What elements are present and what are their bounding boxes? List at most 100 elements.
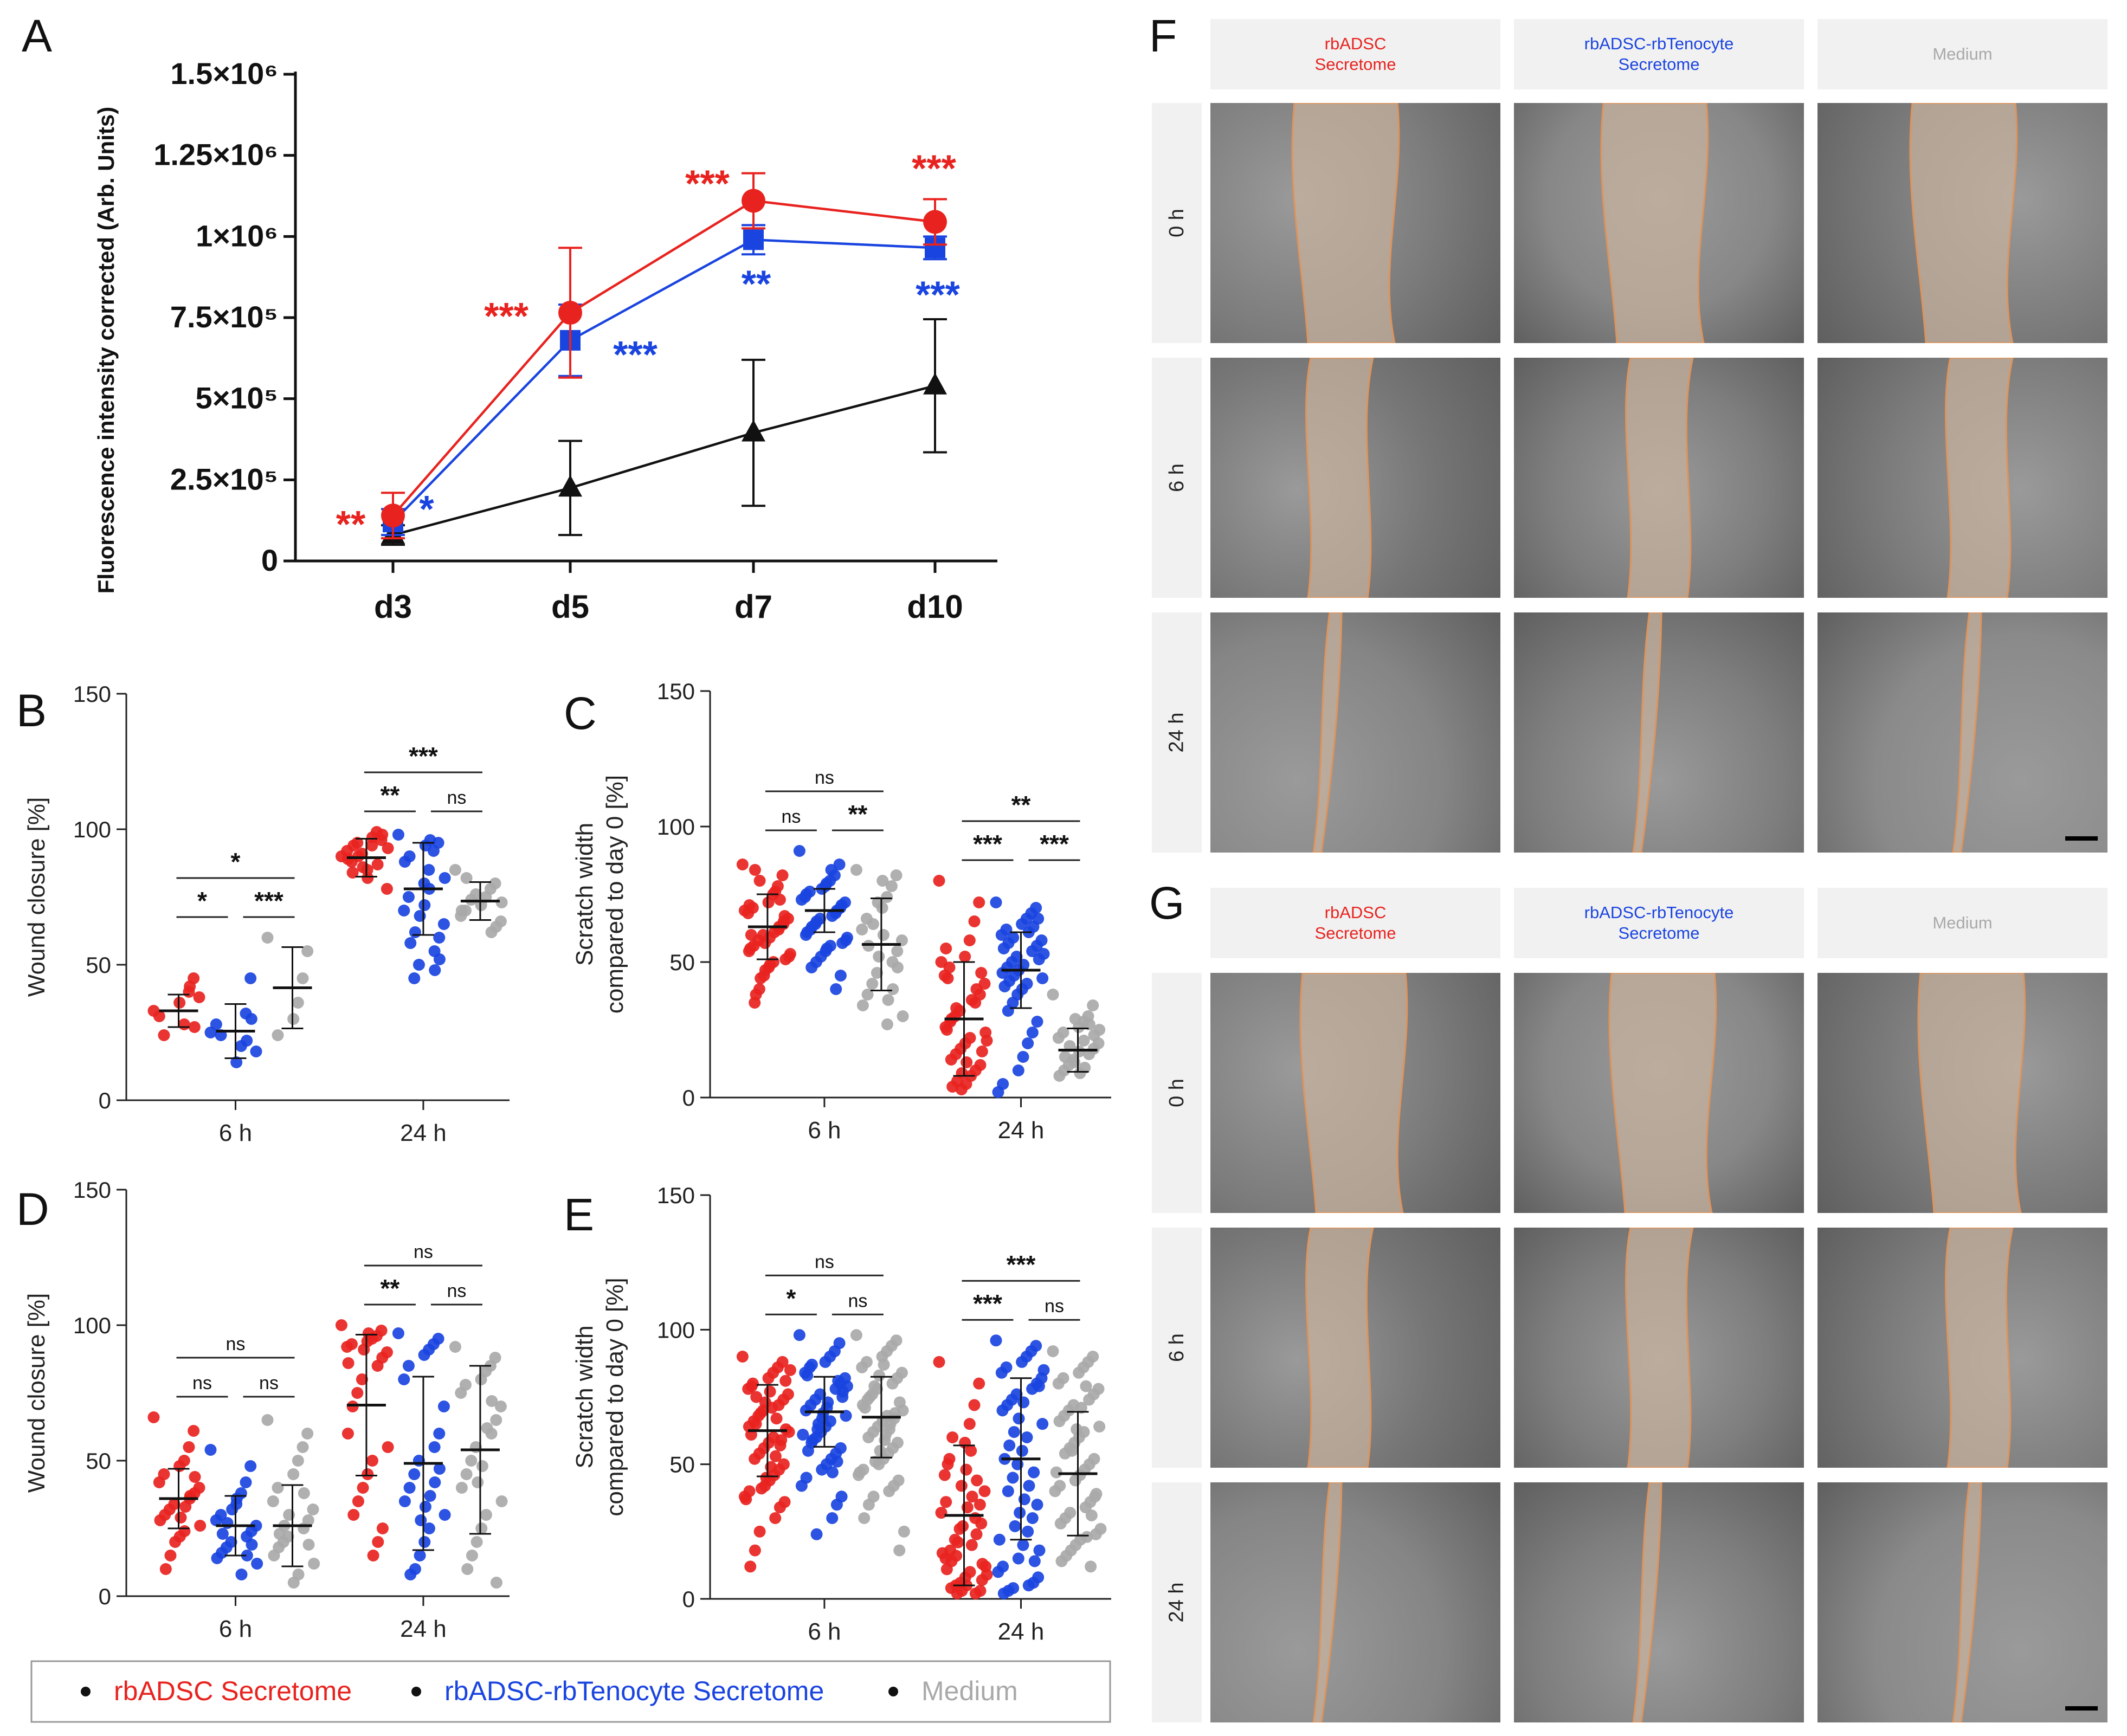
data-point bbox=[1059, 1051, 1071, 1063]
data-point bbox=[419, 840, 431, 851]
data-point bbox=[995, 1366, 1008, 1379]
data-point bbox=[404, 937, 417, 949]
data-point bbox=[805, 1358, 818, 1371]
data-point bbox=[961, 1056, 973, 1068]
y-tick-label: 50 bbox=[86, 1448, 111, 1474]
data-point bbox=[877, 929, 890, 941]
significance-label: *** bbox=[1007, 1250, 1036, 1279]
y-tick-label: 50 bbox=[86, 952, 111, 978]
panel-label-f: F bbox=[1149, 10, 1177, 61]
wound-gap-region bbox=[1600, 103, 1709, 343]
significance-label: ns bbox=[1045, 1296, 1064, 1316]
data-point bbox=[193, 991, 205, 1003]
data-point bbox=[1031, 1016, 1043, 1028]
data-point bbox=[376, 829, 389, 841]
data-point bbox=[169, 1536, 182, 1548]
data-point bbox=[1016, 1356, 1028, 1368]
data-point bbox=[392, 829, 404, 841]
micrograph-image bbox=[1514, 1482, 1804, 1722]
data-point bbox=[433, 953, 446, 965]
data-point bbox=[356, 1373, 368, 1385]
wound-gap-region bbox=[1632, 1482, 1662, 1722]
data-point bbox=[461, 1563, 474, 1575]
x-tick-label: d7 bbox=[734, 589, 772, 625]
data-point bbox=[415, 1514, 427, 1526]
significance-label: *** bbox=[973, 830, 1002, 858]
data-point bbox=[153, 1010, 165, 1022]
data-point bbox=[402, 891, 415, 903]
data-point bbox=[1087, 999, 1099, 1011]
wound-gap-overlay bbox=[1299, 973, 1408, 1213]
data-point bbox=[898, 1525, 910, 1538]
data-point bbox=[883, 1485, 895, 1498]
data-point bbox=[1069, 1474, 1081, 1487]
data-point bbox=[955, 1480, 968, 1492]
data-point bbox=[940, 1496, 952, 1508]
data-point bbox=[942, 1458, 954, 1470]
data-point bbox=[890, 869, 903, 881]
x-tick-label: d5 bbox=[551, 589, 589, 625]
x-tick-label: 24 h bbox=[998, 1117, 1045, 1144]
data-point bbox=[352, 1495, 364, 1507]
data-point bbox=[251, 1558, 263, 1570]
data-point bbox=[750, 989, 762, 1001]
data-point bbox=[481, 1422, 493, 1434]
data-point bbox=[858, 1512, 871, 1524]
panel-label: C bbox=[564, 688, 597, 739]
data-point bbox=[951, 1587, 963, 1600]
data-point bbox=[490, 1577, 502, 1589]
data-point bbox=[371, 1360, 384, 1372]
data-point bbox=[1017, 1396, 1030, 1409]
data-point bbox=[1071, 1423, 1083, 1436]
data-point bbox=[1078, 1035, 1090, 1047]
scale-bar bbox=[2065, 836, 2098, 841]
data-point bbox=[449, 864, 461, 876]
data-point bbox=[1037, 1364, 1050, 1376]
data-point bbox=[398, 856, 411, 868]
wound-gap-region bbox=[1945, 358, 2014, 598]
data-point bbox=[164, 1550, 177, 1561]
data-point bbox=[874, 1444, 886, 1457]
data-point bbox=[188, 1021, 201, 1033]
data-point bbox=[1055, 1555, 1068, 1567]
panel-label-g: G bbox=[1149, 877, 1185, 928]
data-point bbox=[992, 1086, 1004, 1098]
data-point bbox=[990, 1334, 1002, 1347]
data-point bbox=[884, 1418, 897, 1430]
wound-gap-overlay bbox=[1608, 973, 1717, 1213]
data-point bbox=[1033, 1380, 1045, 1392]
micrograph-row-label: 6 h bbox=[1165, 463, 1188, 492]
wound-gap-region bbox=[1608, 973, 1717, 1213]
data-point-triangle bbox=[742, 420, 765, 442]
data-point bbox=[230, 1493, 243, 1505]
y-tick-label: 0 bbox=[99, 1088, 111, 1113]
micrograph-image bbox=[1817, 358, 2107, 598]
data-point-circle bbox=[381, 504, 405, 528]
data-point bbox=[891, 961, 904, 973]
data-point bbox=[965, 1539, 978, 1551]
data-point bbox=[194, 1520, 207, 1532]
y-tick-label: 150 bbox=[657, 679, 695, 704]
data-point bbox=[1080, 1380, 1092, 1392]
data-point bbox=[189, 1471, 201, 1483]
wound-gap-overlay bbox=[1945, 1228, 2014, 1468]
data-point bbox=[769, 1512, 782, 1524]
data-point bbox=[1026, 945, 1039, 957]
y-tick-label: 100 bbox=[657, 814, 695, 840]
data-point bbox=[749, 1453, 761, 1465]
y-tick-label: 50 bbox=[669, 950, 695, 975]
x-tick-label: 24 h bbox=[998, 1618, 1045, 1645]
data-point bbox=[750, 1418, 762, 1430]
data-point bbox=[1017, 1051, 1029, 1063]
data-point bbox=[346, 867, 359, 879]
data-point bbox=[376, 1522, 389, 1534]
wound-gap-overlay bbox=[1625, 358, 1694, 598]
data-point bbox=[1085, 1560, 1097, 1573]
data-point bbox=[412, 959, 425, 971]
data-point bbox=[408, 972, 421, 984]
micrograph-image bbox=[1817, 1228, 2107, 1468]
significance-star: *** bbox=[685, 162, 730, 204]
y-tick-label: 150 bbox=[73, 681, 111, 707]
x-tick-label: 24 h bbox=[400, 1616, 447, 1642]
micrograph-image bbox=[1210, 973, 1500, 1213]
